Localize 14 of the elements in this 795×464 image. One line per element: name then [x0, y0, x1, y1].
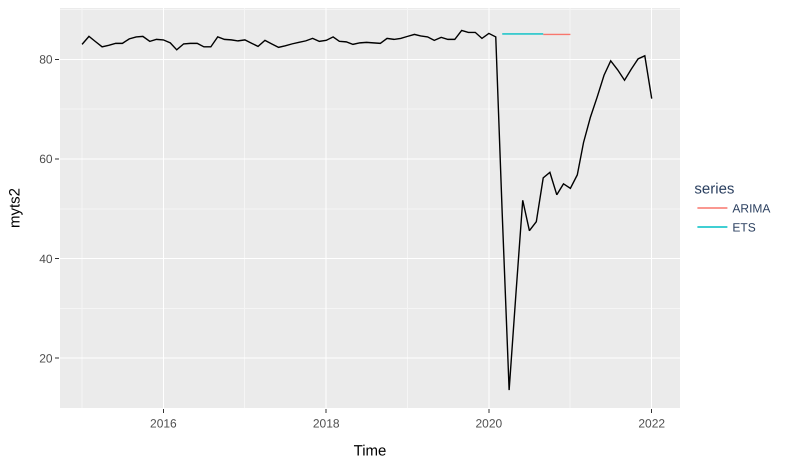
- y-tick-label: 40: [39, 252, 53, 266]
- line-series: [81, 30, 652, 391]
- y-tick-label: 20: [39, 351, 53, 366]
- y-tick-label: 80: [39, 52, 53, 67]
- x-axis-title: Time: [354, 442, 386, 460]
- y-tick-label: 60: [39, 152, 53, 166]
- legend-label: ETS: [732, 220, 756, 235]
- legend-label: ARIMA: [732, 202, 770, 216]
- x-tick-label: 2016: [150, 416, 178, 430]
- x-tick-label: 2022: [638, 416, 666, 430]
- y-axis-title: myts2: [6, 188, 24, 228]
- x-tick-label: 2020: [476, 416, 503, 430]
- legend-title: series: [694, 180, 734, 198]
- x-tick-label: 2018: [312, 416, 340, 430]
